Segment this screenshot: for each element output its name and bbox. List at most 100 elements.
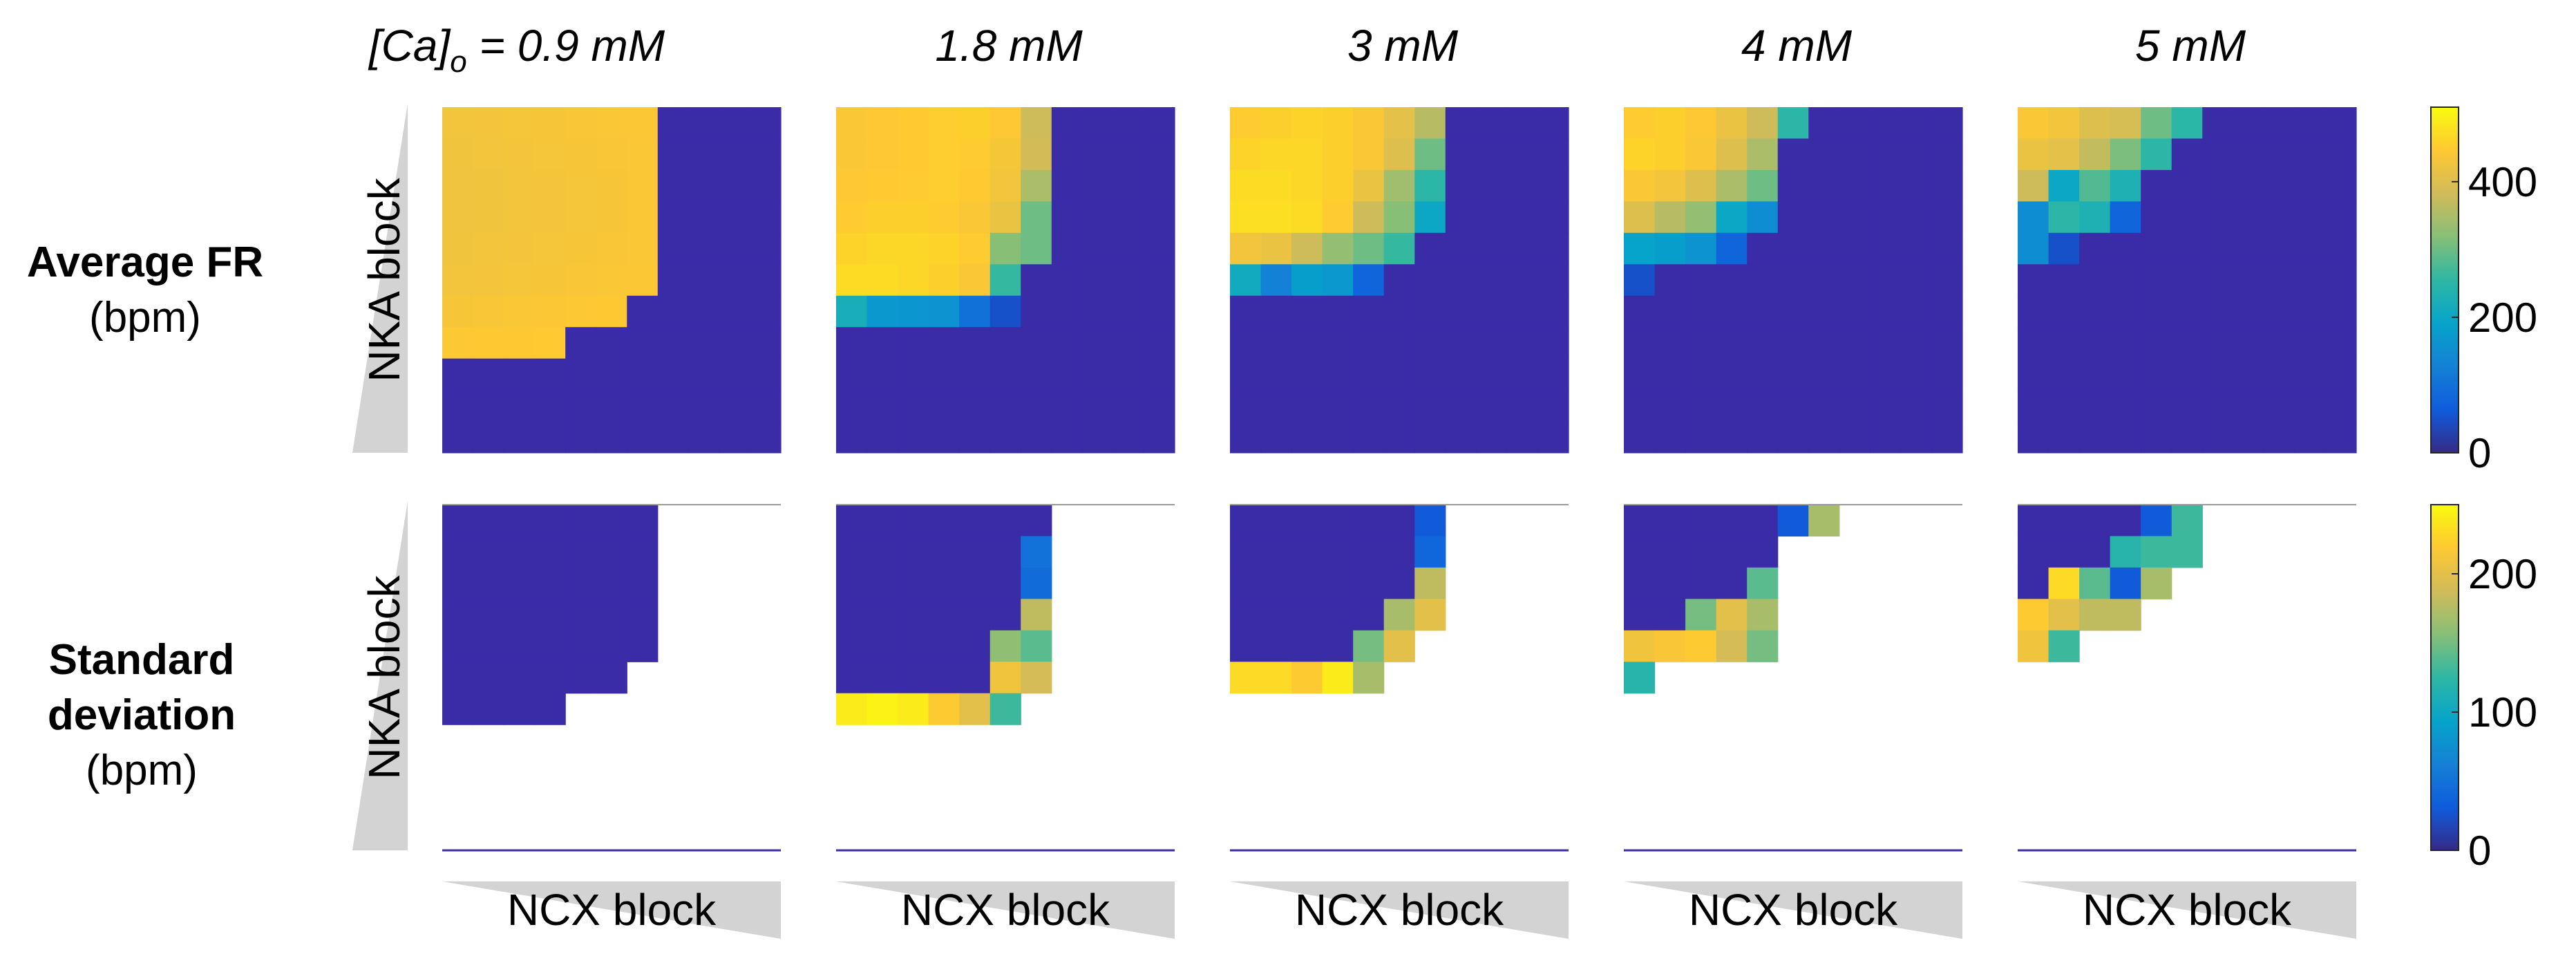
heatmap-cell	[1654, 567, 1686, 599]
heatmap-cell	[1260, 358, 1292, 391]
heatmap-cell	[1021, 107, 1052, 140]
heatmap-cell	[1322, 505, 1354, 537]
heatmap-cell	[866, 421, 898, 454]
heatmap-cell	[1021, 201, 1052, 234]
heatmap-cell	[627, 630, 659, 662]
heatmap-cell	[657, 232, 689, 265]
heatmap-cell	[1747, 390, 1779, 422]
heatmap-cell	[866, 327, 898, 359]
heatmap-cell	[2294, 201, 2327, 234]
heatmap-cell	[534, 201, 566, 234]
heatmap-cell	[1230, 536, 1262, 568]
heatmap-cell	[1747, 264, 1779, 297]
heatmap-cell	[1654, 295, 1686, 328]
heatmap-cell	[1383, 567, 1415, 599]
heatmap-panels	[442, 107, 2357, 852]
heatmap-cell	[2110, 327, 2141, 359]
heatmap-cell	[928, 264, 960, 297]
heatmap-cell	[989, 169, 1021, 202]
heatmap-cell	[1624, 505, 1656, 537]
heatmap-cell	[1537, 169, 1569, 202]
heatmap-cell	[1353, 421, 1385, 454]
heatmap-cell	[1383, 201, 1415, 234]
heatmap-cell	[565, 567, 597, 599]
heatmap-cell	[1900, 295, 1933, 328]
heatmap-cell	[2264, 358, 2295, 391]
heatmap-cell	[473, 505, 504, 537]
heatmap-cell	[1654, 358, 1686, 391]
heatmap-cell	[1112, 421, 1145, 454]
heatmap-cell	[442, 390, 474, 422]
heatmap-cell	[2264, 107, 2295, 140]
heatmap-cell	[565, 536, 597, 568]
heatmap-cell	[2018, 358, 2049, 391]
heatmap-cell	[1353, 138, 1385, 171]
heatmap-cell	[989, 662, 1021, 694]
row-label-sd-line1: Standard	[49, 636, 235, 684]
heatmap-cell	[989, 567, 1021, 599]
heatmap-cell	[1716, 421, 1748, 454]
heatmap-cell	[534, 169, 566, 202]
heatmap-cell	[866, 662, 898, 694]
heatmap-cell	[657, 421, 689, 454]
heatmap-cell	[1900, 107, 1933, 140]
heatmap-cell	[1414, 264, 1446, 297]
heatmap-cell	[2233, 169, 2264, 202]
heatmap-cell	[866, 232, 898, 265]
heatmap-cell	[1112, 107, 1145, 140]
heatmap-cell	[2018, 599, 2049, 631]
heatmap-cell	[2325, 327, 2357, 359]
heatmap-cell	[1353, 390, 1385, 422]
heatmap-cell	[1082, 107, 1114, 140]
heatmap-cell	[442, 327, 474, 359]
heatmap-cell	[1383, 107, 1415, 140]
heatmap-cell	[2018, 169, 2049, 202]
heatmap-cell	[473, 390, 504, 422]
heatmap-cell	[1260, 599, 1292, 631]
heatmap-cell	[1747, 169, 1779, 202]
heatmap-cell	[2264, 138, 2295, 171]
heatmap-cell	[1900, 264, 1933, 297]
heatmap-cell	[442, 599, 474, 631]
heatmap-cell	[1260, 232, 1292, 265]
heatmap-cell	[928, 295, 960, 328]
heatmap-cell	[898, 536, 929, 568]
heatmap-cell	[2018, 201, 2049, 234]
heatmap-cell	[989, 693, 1021, 725]
heatmap-cell	[2233, 138, 2264, 171]
heatmap-cell	[2171, 264, 2203, 297]
heatmap-cell	[866, 107, 898, 140]
heatmap-cell	[2202, 169, 2234, 202]
heatmap-cell	[959, 264, 991, 297]
column-title-3: 4 mM	[1741, 21, 1853, 71]
heatmap-cell	[2110, 201, 2141, 234]
heatmap-cell	[1716, 599, 1748, 631]
heatmap-cell	[1900, 327, 1933, 359]
heatmap-cell	[1353, 264, 1385, 297]
heatmap-cell	[1808, 327, 1840, 359]
heatmap-cell	[898, 421, 929, 454]
heatmap-cell	[2202, 390, 2234, 422]
heatmap-cell	[442, 295, 474, 328]
heatmap-cell	[1537, 358, 1569, 391]
heatmap-cell	[1870, 264, 1902, 297]
heatmap-cell	[1414, 138, 1446, 171]
heatmap-cell	[1685, 232, 1717, 265]
heatmap-cell	[2294, 264, 2327, 297]
heatmap-cell	[627, 295, 659, 328]
heatmap-cell	[1476, 390, 1508, 422]
ncx-label-4: NCX block	[2083, 885, 2292, 935]
heatmap-cell	[1777, 295, 1809, 328]
heatmap-cell	[504, 505, 536, 537]
heatmap-cell	[657, 264, 689, 297]
heatmap-cell	[1112, 169, 1145, 202]
heatmap-cell	[750, 358, 782, 391]
heatmap-cell	[1506, 169, 1539, 202]
heatmap-cell	[866, 358, 898, 391]
heatmap-cell	[1112, 295, 1145, 328]
heatmap-cell	[1506, 264, 1539, 297]
heatmap-cell	[1506, 201, 1539, 234]
heatmap-cell	[959, 630, 991, 662]
heatmap-cell	[534, 138, 566, 171]
heatmap-cell	[657, 390, 689, 422]
